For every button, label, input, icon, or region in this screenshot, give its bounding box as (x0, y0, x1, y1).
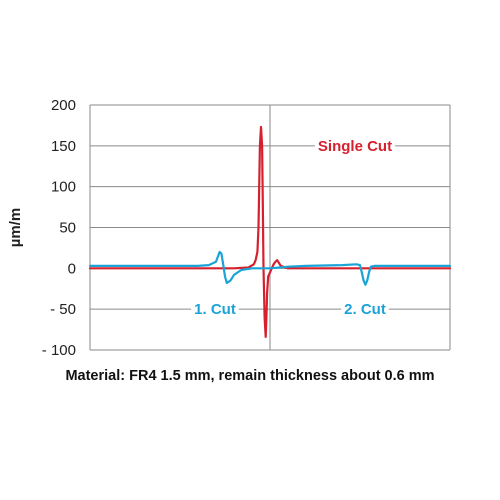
annotation-bg (314, 136, 396, 156)
y-tick-label: - 100 (42, 342, 76, 359)
y-tick-label: 150 (51, 138, 76, 155)
annotation-label: Single Cut (318, 138, 392, 155)
y-tick-label: 100 (51, 179, 76, 196)
y-axis-ticks: 200 150 100 50 0 - 50 - 100 (42, 97, 76, 359)
annotation-bg (341, 300, 389, 320)
series-line-1 (88, 125, 452, 338)
annotation-label: 2. Cut (344, 301, 386, 318)
series-line-2 (88, 250, 452, 286)
annotations: Single Cut 1. Cut 2. Cut (191, 136, 396, 320)
y-axis-label: µm/m (7, 208, 24, 248)
y-tick-label: - 50 (50, 301, 76, 318)
annotation-bg (191, 300, 239, 320)
series-lines (88, 125, 452, 338)
annotation-3: 2. Cut (341, 300, 389, 320)
grid (89, 104, 451, 351)
annotation-1: Single Cut (314, 136, 396, 156)
y-tick-label: 0 (68, 260, 76, 277)
annotation-2: 1. Cut (191, 300, 239, 320)
annotation-label: 1. Cut (194, 301, 236, 318)
y-tick-label: 200 (51, 97, 76, 114)
y-tick-label: 50 (59, 220, 76, 237)
chart-caption: Material: FR4 1.5 mm, remain thickness a… (65, 368, 435, 384)
